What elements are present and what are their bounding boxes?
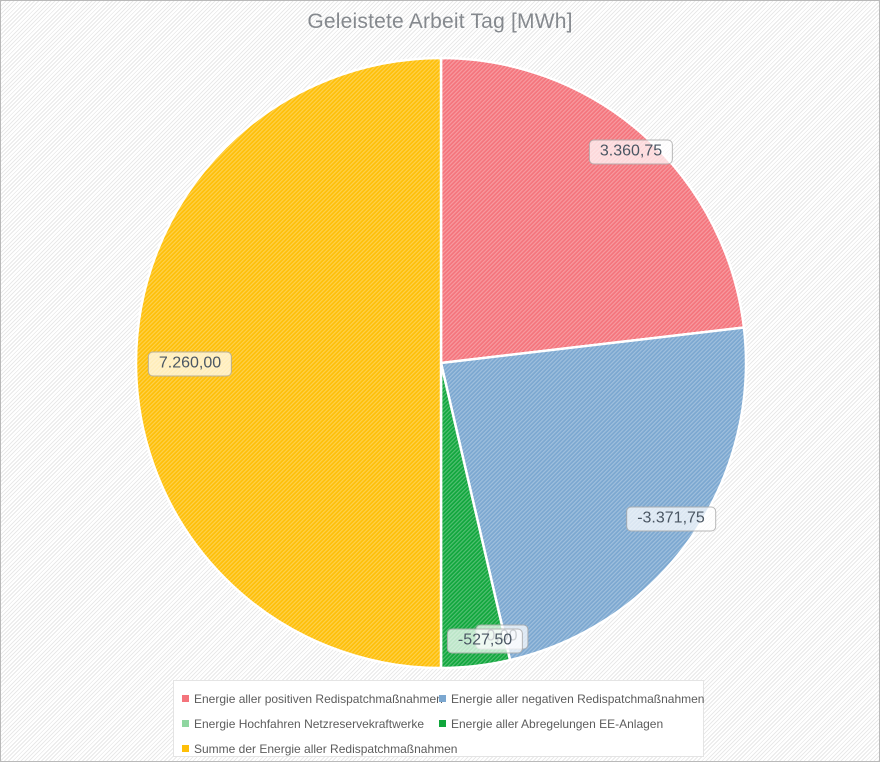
- chart-title: Geleistete Arbeit Tag [MWh]: [307, 10, 573, 33]
- legend-item-label: Energie aller positiven Redispatchmaßnah…: [194, 691, 443, 706]
- legend-marker-icon: [439, 720, 446, 727]
- legend-marker-icon: [182, 695, 189, 702]
- legend-item-label: Energie aller Abregelungen EE-Anlagen: [451, 716, 664, 731]
- legend-item-1[interactable]: Energie aller negativen Redispatchmaßnah…: [439, 692, 704, 706]
- slice-value-label-3: -527,50: [446, 628, 524, 654]
- legend: Energie aller positiven Redispatchmaßnah…: [173, 680, 704, 757]
- legend-item-label: Energie Hochfahren Netzreservekraftwerke: [194, 716, 425, 731]
- legend-item-label: Summe der Energie aller Redispatchmaßnah…: [194, 741, 458, 756]
- legend-marker-icon: [439, 695, 446, 702]
- slice-value-label-0: 3.360,75: [588, 139, 674, 165]
- legend-item-2[interactable]: Energie Hochfahren Netzreservekraftwerke: [182, 717, 439, 731]
- legend-marker-icon: [182, 745, 189, 752]
- slice-value-label-1: -3.371,75: [626, 506, 716, 532]
- legend-item-4[interactable]: Summe der Energie aller Redispatchmaßnah…: [182, 742, 457, 756]
- pie-slice-0[interactable]: [439, 56, 746, 365]
- legend-item-label: Energie aller negativen Redispatchmaßnah…: [451, 691, 705, 706]
- legend-marker-icon: [182, 720, 189, 727]
- legend-item-3[interactable]: Energie aller Abregelungen EE-Anlagen: [439, 717, 704, 731]
- slice-value-label-4: 7.260,00: [147, 351, 233, 377]
- legend-item-0[interactable]: Energie aller positiven Redispatchmaßnah…: [182, 692, 443, 706]
